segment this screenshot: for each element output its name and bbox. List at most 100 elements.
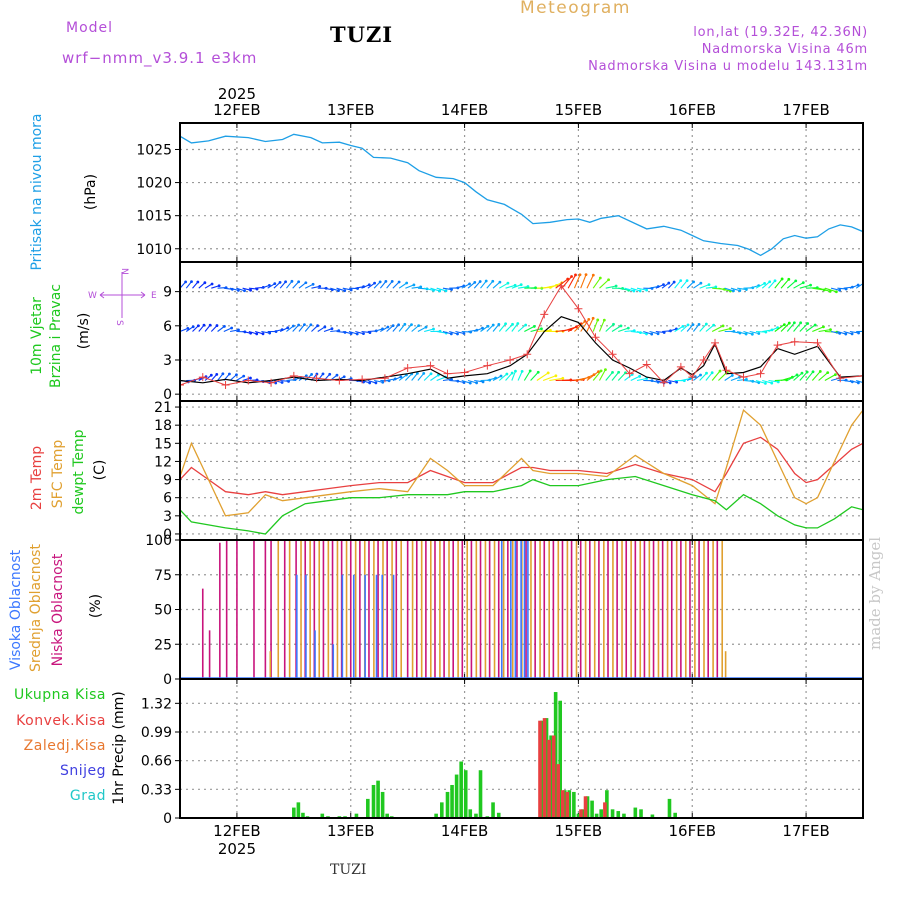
wind-arrowhead [309,323,313,327]
wind-axis-subtitle: Brzina i Pravac [48,284,64,388]
wind-arrowhead [491,323,495,327]
wind-arrow [229,329,239,333]
precip-legend-item: Konvek.Kisa [16,713,106,729]
temperature-ytick-label: 9 [163,473,172,489]
wind-arrowhead [611,370,614,374]
wind-arrowhead [546,371,550,375]
wind-arrowhead [787,321,791,325]
precip-unit-label: 1hr Precip (mm) [111,691,127,804]
wind-arrow [567,323,582,332]
wind-arrow [180,327,189,333]
wind-gust-marker [813,338,822,347]
wind-arrow [392,324,400,332]
wind-arrow [442,287,452,291]
wind-arrow [511,370,516,381]
wind-arrow [837,287,847,290]
precip-bar [450,784,454,818]
precip-legend-item: Snijeg [60,763,106,779]
wind-arrow [699,372,707,381]
wind-arrowhead [763,281,766,285]
wind-arrow [780,376,793,382]
wind-arrowhead [468,282,471,286]
wind-arrow [768,327,778,333]
wind-arrowhead [343,289,347,293]
cloud-ytick-label: 100 [145,533,172,549]
wind-gust-marker [836,374,845,383]
wind-arrowhead [732,289,735,293]
wind-arrowhead [801,281,805,285]
wind-arrowhead [202,323,206,327]
wind-arrowhead [355,332,359,336]
wind-arrowhead [316,324,320,328]
wind-arrowhead [691,323,695,327]
precip-bar [551,735,556,818]
precip-bar [650,814,655,818]
wind-arrowhead [391,324,395,328]
wind-arrow [379,281,387,289]
wind-arrow [404,373,413,381]
pressure-ytick-label: 1010 [136,242,172,258]
wind-arrow [286,325,294,332]
wind-arrow [492,375,502,381]
wind-arrowhead [598,276,602,280]
wind-gust-marker [312,374,321,383]
wind-gust-marker [483,361,492,370]
wind-arrow [574,320,586,332]
wind-arrowhead [710,371,714,375]
wind-arrow [786,280,797,289]
wind-arrow [799,371,808,381]
wind-arrowhead [738,289,742,293]
precip-bar [478,770,483,818]
wind-arrowhead [235,373,238,377]
wind-arrowhead [210,282,214,286]
wind-arrowhead [587,317,591,321]
wind-arrow [404,324,412,332]
wind-arrowhead [596,318,600,322]
wind-arrow [749,379,759,384]
wind-arrowhead [638,289,642,293]
wind-arrow [580,274,587,289]
wind-arrow [818,287,831,292]
wind-arrow [743,330,753,335]
precip-bar [468,809,473,818]
wind-arrowhead [520,369,524,373]
wind-arrowhead [405,281,409,285]
wind-arrow [793,372,803,381]
wind-arrow [461,330,471,333]
wind-arrow [524,325,535,332]
wind-ytick-label: 0 [163,387,172,403]
wind-arrowhead [811,370,815,374]
wind-arrow [711,370,721,381]
wind-arrowhead [662,283,665,287]
meteogram-title: Meteogram [520,0,631,18]
precip-bar [542,718,547,818]
wind-arrowhead [614,284,618,288]
wind-arrow [304,283,314,289]
wind-arrow [542,375,557,382]
wind-arrowhead [764,382,767,385]
wind-arrow [367,379,377,384]
wind-arrow [592,370,602,381]
bottom-date-label: 17FEB [782,822,829,840]
wind-arrow [636,330,647,335]
wind-arrow [217,373,224,381]
wind-arrow [598,369,606,381]
watermark: made by Angel [866,536,884,650]
wind-arrowhead [744,332,748,336]
wind-arrow [843,379,853,383]
wind-arrowhead [456,332,459,336]
wind-arrow [630,287,641,292]
wind-arrow [668,379,677,383]
wind-arrowhead [809,283,812,287]
precip-bar [366,798,370,818]
wind-arrowhead [432,327,435,331]
wind-arrowhead [516,322,520,325]
wind-arrowhead [342,375,346,379]
wind-arrow [849,330,859,334]
wind-arrow [486,324,494,332]
wind-arrow [361,284,370,289]
wind-arrow [536,372,549,381]
wind-arrow [705,372,713,381]
precip-bar [459,761,463,818]
